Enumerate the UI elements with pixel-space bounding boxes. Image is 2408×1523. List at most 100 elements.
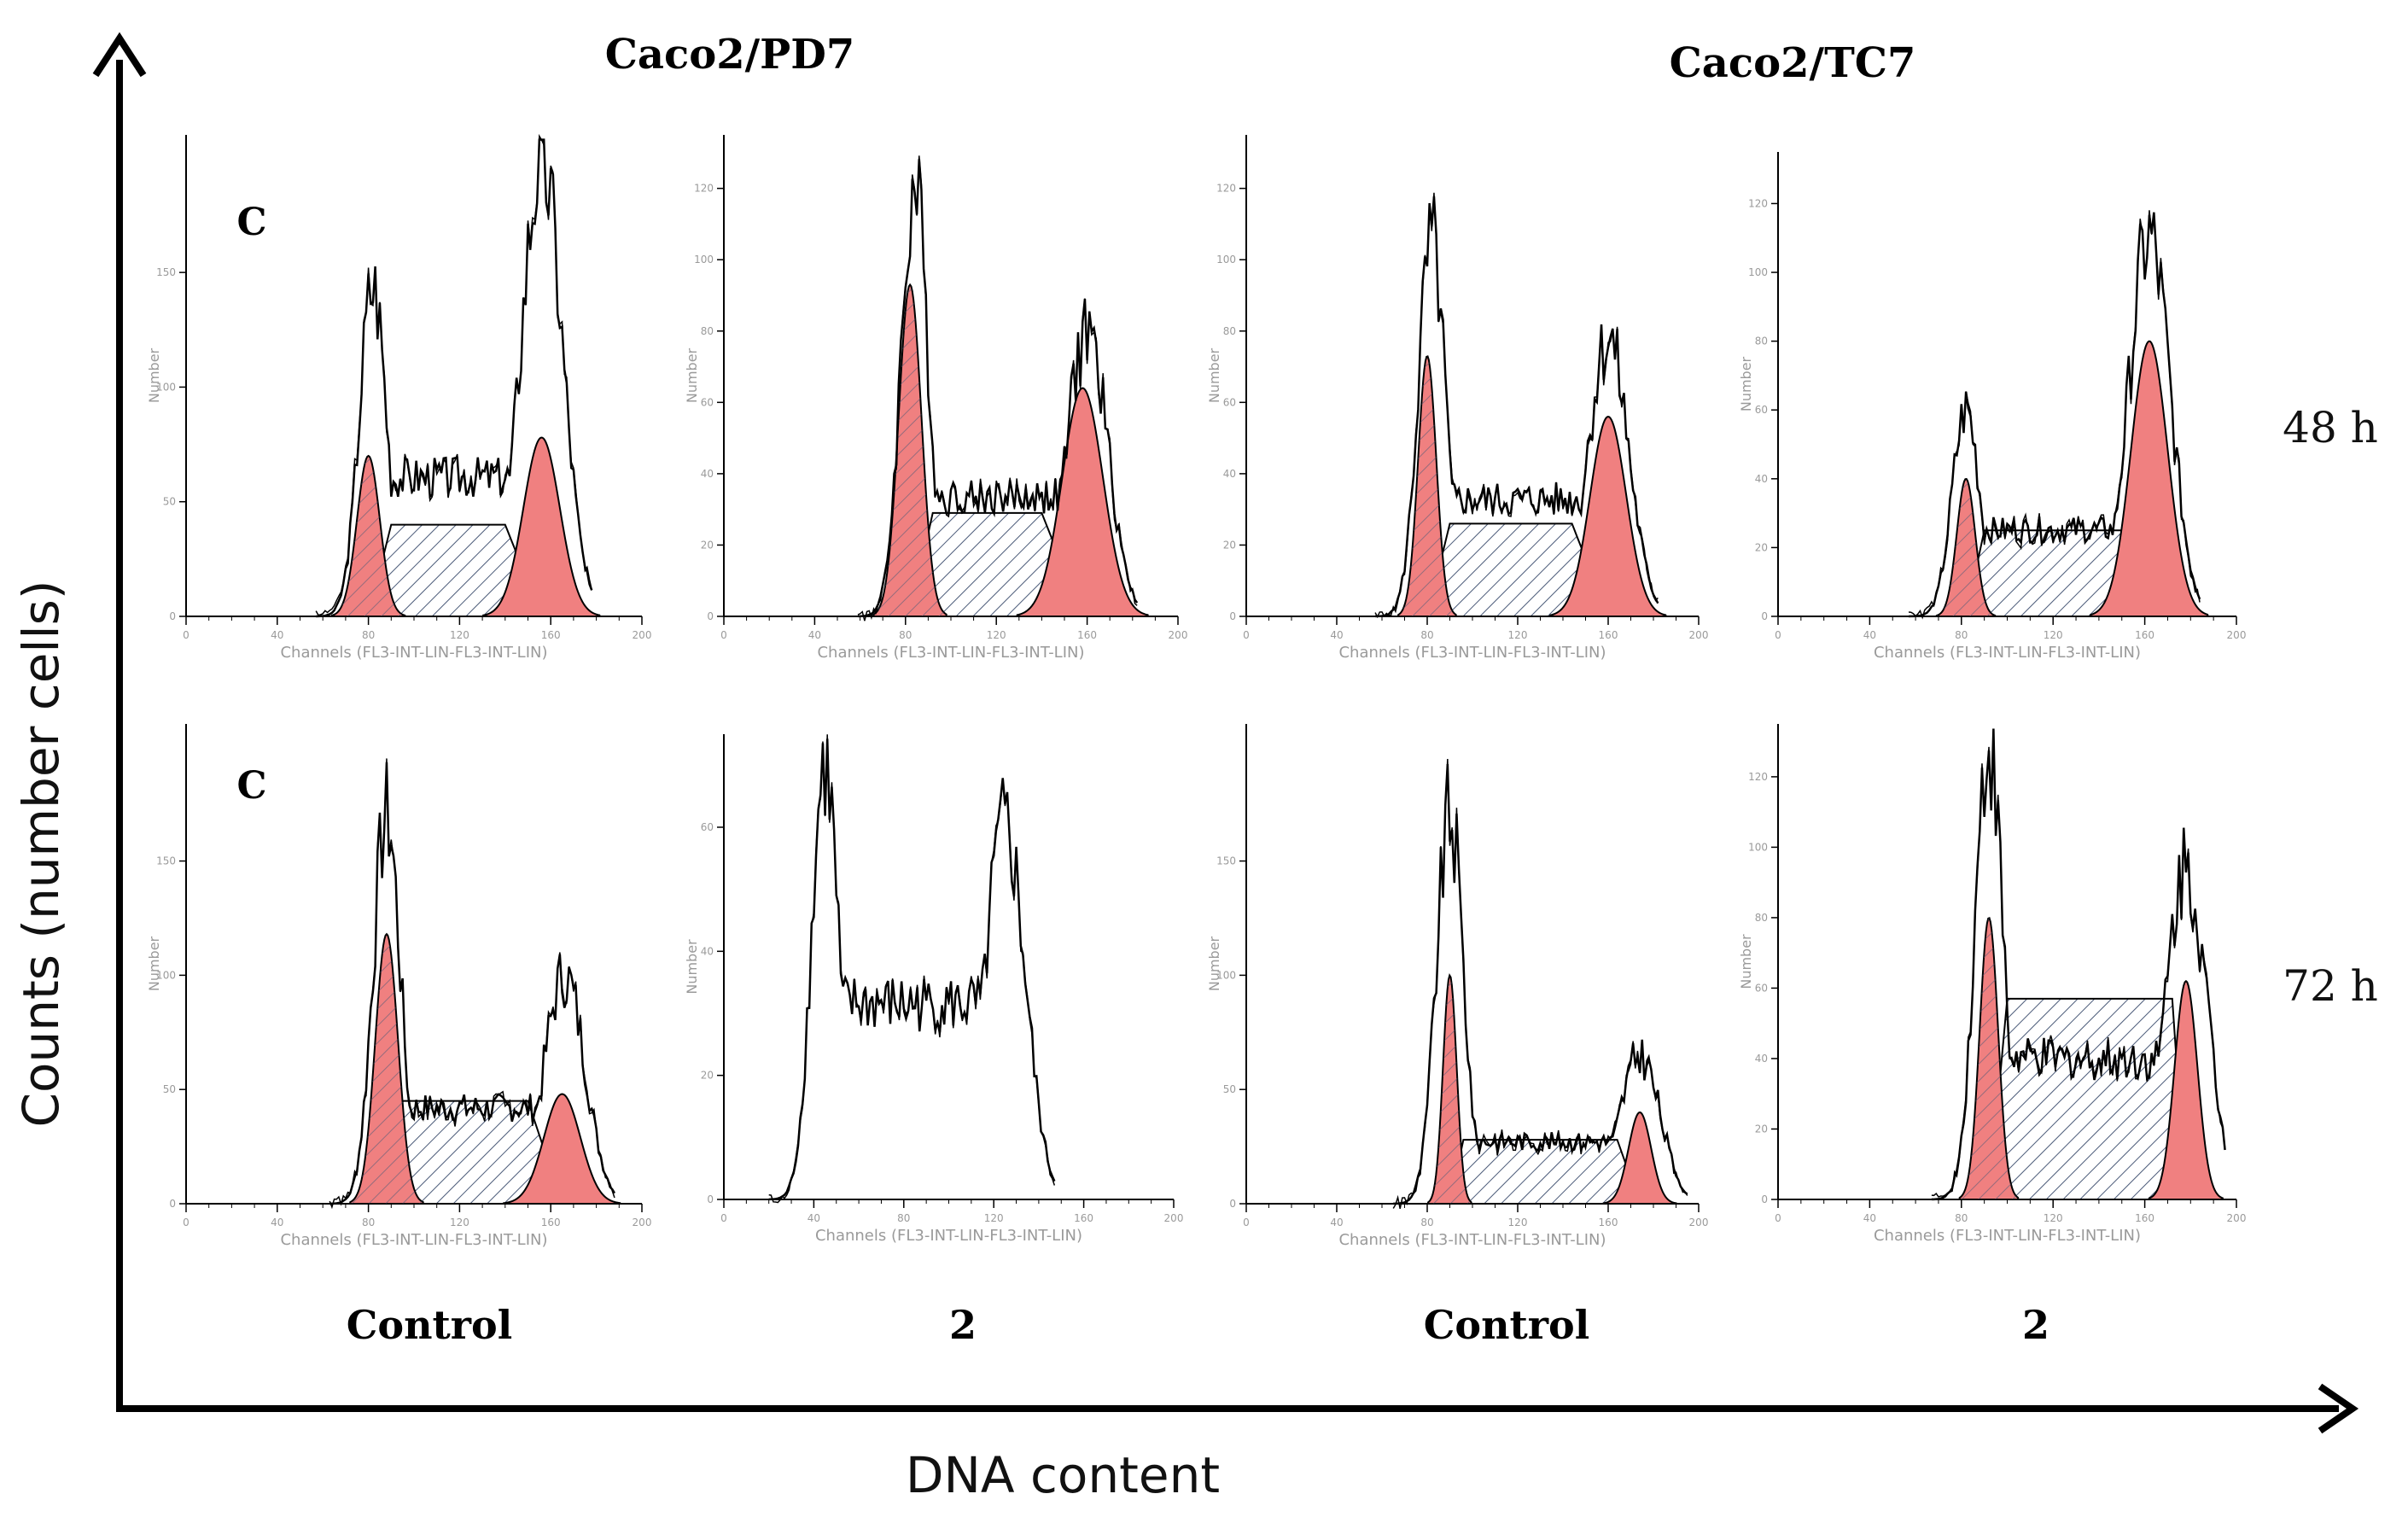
histogram-trace-overlay <box>768 734 1056 1204</box>
x-tick-label: 0 <box>720 629 727 641</box>
histogram-trace-overlay <box>1908 210 2201 620</box>
y-tick-label: 20 <box>1223 539 1236 551</box>
y-tick-label: 80 <box>1223 325 1236 337</box>
y-tick-label: 0 <box>1761 1193 1768 1205</box>
g1-overlap-hatch <box>331 456 405 616</box>
y-tick-label: 20 <box>701 539 714 551</box>
y-tick-label: 0 <box>169 610 176 622</box>
y-tick-label: 80 <box>1755 336 1768 347</box>
y-tick-label: 0 <box>1761 610 1768 622</box>
x-tick-label: 200 <box>1689 629 1709 641</box>
x-tick-label: 120 <box>987 629 1006 641</box>
column-label-pd7-2: 2 <box>949 1302 977 1348</box>
x-tick-label: 80 <box>1955 629 1968 641</box>
panel-x-label: Channels (FL3-INT-LIN-FL3-INT-LIN) <box>815 1227 1082 1245</box>
x-tick-label: 120 <box>2044 1212 2063 1224</box>
y-tick-label: 20 <box>1755 541 1768 553</box>
panel-y-label: Number <box>1738 356 1754 411</box>
x-tick-label: 80 <box>1420 629 1433 641</box>
y-tick-label: 60 <box>1755 404 1768 416</box>
histogram-panel-4: 0 40 80 120 160 200 0 20 40 60 80 100 120 Channels (F… <box>1738 152 2246 662</box>
x-tick-label: 40 <box>1863 629 1876 641</box>
y-tick-label: 120 <box>1748 771 1768 783</box>
y-tick-label: 40 <box>1755 473 1768 485</box>
main-y-axis-arrowhead <box>92 32 147 78</box>
y-tick-label: 0 <box>707 1193 714 1205</box>
y-tick-label: 0 <box>1229 1198 1236 1210</box>
y-tick-label: 0 <box>707 610 714 622</box>
g2-peak-fit <box>482 436 602 617</box>
x-tick-label: 40 <box>1330 1217 1343 1228</box>
panel-letter-row2: C <box>236 764 266 808</box>
histogram-panel-7: 0 40 80 120 160 200 0 50 100 150 Channels (FL3-INT… <box>1206 724 1708 1249</box>
x-tick-label: 80 <box>897 1212 910 1224</box>
x-tick-label: 160 <box>2135 1212 2154 1224</box>
g2-peak-fit <box>2090 340 2209 617</box>
y-tick-label: 60 <box>1755 982 1768 994</box>
x-axis-label: DNA content <box>906 1446 1220 1504</box>
row-label-72h: 72 h <box>2283 961 2378 1011</box>
g2-peak-fit <box>1549 416 1668 617</box>
y-axis-label: Counts (number cells) <box>12 581 70 1128</box>
panel-y-label: Number <box>146 936 162 991</box>
x-tick-label: 80 <box>362 629 375 641</box>
y-tick-label: 120 <box>1748 197 1768 209</box>
y-tick-label: 60 <box>1223 396 1236 408</box>
histogram-panel-8: 0 40 80 120 160 200 0 20 40 60 80 100 120 Channels (F… <box>1738 724 2246 1245</box>
y-tick-label: 120 <box>694 183 714 195</box>
histogram-panel-6: 0 40 80 120 160 200 0 20 40 60 Channels (FL3-INT-L… <box>684 734 1183 1245</box>
y-tick-label: 100 <box>156 381 176 393</box>
x-tick-label: 0 <box>1243 629 1250 641</box>
y-tick-label: 150 <box>156 266 176 278</box>
x-tick-label: 80 <box>1955 1212 1968 1224</box>
g2-peak-fit <box>2148 979 2224 1200</box>
panel-x-label: Channels (FL3-INT-LIN-FL3-INT-LIN) <box>1338 1231 1606 1249</box>
x-tick-label: 80 <box>899 629 912 641</box>
y-tick-label: 0 <box>1229 610 1236 622</box>
y-tick-label: 40 <box>1223 468 1236 480</box>
y-tick-label: 60 <box>701 821 714 833</box>
x-tick-label: 40 <box>1863 1212 1876 1224</box>
panel-x-label: Channels (FL3-INT-LIN-FL3-INT-LIN) <box>1338 644 1606 662</box>
y-tick-label: 100 <box>1748 266 1768 278</box>
y-tick-label: 20 <box>701 1070 714 1082</box>
y-tick-label: 60 <box>701 396 714 408</box>
histogram-trace-overlay <box>1374 192 1659 619</box>
x-tick-label: 160 <box>541 1217 561 1228</box>
histogram-trace-overlay <box>315 133 592 616</box>
g2-peak-fit <box>1016 387 1150 617</box>
histogram-panel-1: 0 40 80 120 160 200 0 50 100 150 Channels (FL3-INT… <box>146 133 651 662</box>
x-tick-label: 0 <box>183 629 189 641</box>
y-tick-label: 150 <box>1216 855 1236 867</box>
histogram-trace <box>768 738 1056 1201</box>
x-tick-label: 200 <box>2227 629 2247 641</box>
histogram-trace-overlay <box>1392 758 1688 1209</box>
main-x-axis-arrowhead <box>2318 1383 2359 1434</box>
g2-peak-fit <box>1602 1111 1677 1205</box>
y-tick-label: 100 <box>1216 969 1236 981</box>
x-tick-label: 40 <box>271 629 283 641</box>
y-tick-label: 40 <box>1755 1053 1768 1065</box>
g1-overlap-hatch <box>1428 975 1472 1204</box>
g1-overlap-hatch <box>1936 479 1996 616</box>
y-tick-label: 40 <box>701 945 714 957</box>
x-tick-label: 200 <box>1169 629 1188 641</box>
histogram-trace-overlay <box>857 155 1138 621</box>
s-phase-fit <box>1987 997 2188 1200</box>
row-label-48h: 48 h <box>2283 403 2378 452</box>
x-tick-label: 40 <box>808 629 821 641</box>
y-tick-label: 100 <box>1748 841 1768 853</box>
y-tick-label: 120 <box>1216 183 1236 195</box>
x-tick-label: 160 <box>1074 1212 1093 1224</box>
s-phase-fit <box>1426 522 1610 617</box>
x-tick-label: 120 <box>450 1217 469 1228</box>
x-tick-label: 80 <box>1420 1217 1433 1228</box>
panel-x-label: Channels (FL3-INT-LIN-FL3-INT-LIN) <box>280 1231 547 1249</box>
g1-overlap-hatch <box>1398 356 1456 616</box>
panel-x-label: Channels (FL3-INT-LIN-FL3-INT-LIN) <box>817 644 1084 662</box>
y-tick-label: 50 <box>163 1083 176 1095</box>
x-tick-label: 40 <box>808 1212 820 1224</box>
y-tick-label: 80 <box>701 325 714 337</box>
